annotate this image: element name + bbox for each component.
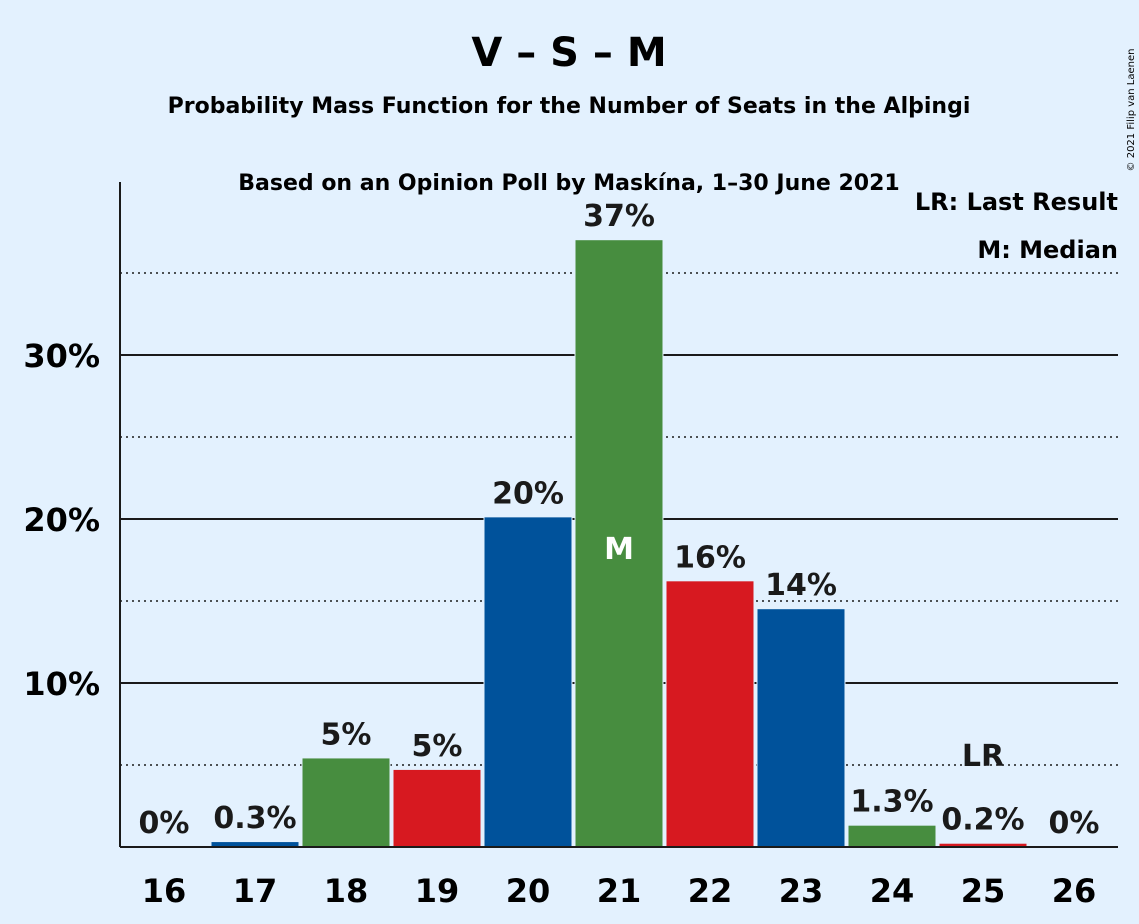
chart-subtitle-2: Based on an Opinion Poll by Maskína, 1–3… <box>238 171 899 196</box>
bar-18 <box>302 758 390 847</box>
x-tick-label: 23 <box>779 872 824 910</box>
y-tick-label: 30% <box>23 337 100 375</box>
bar-label-25: 0.2% <box>941 803 1024 838</box>
bar-23 <box>757 609 845 847</box>
bar-label-18: 5% <box>321 717 372 752</box>
y-tick-label: 20% <box>23 501 100 539</box>
x-axis: 16 17 18 19 20 21 22 23 24 25 26 <box>120 846 1118 910</box>
bars <box>210 238 1028 847</box>
last-result-marker: LR <box>962 739 1004 774</box>
legend-median: M: Median <box>977 236 1118 264</box>
x-tick-label: 24 <box>870 872 915 910</box>
bar-24 <box>848 825 936 847</box>
bar-labels: 0% 0.3% 5% 5% 20% 37% 16% 14% 1.3%0.2% 0% M LR <box>139 199 1100 841</box>
bar-17 <box>211 842 299 847</box>
bar-label-17: 0.3% <box>213 801 296 836</box>
x-tick-label: 21 <box>597 872 642 910</box>
bar-21 <box>575 240 663 847</box>
y-axis: 10% 20% 30% <box>23 182 121 847</box>
bar-20 <box>484 517 572 847</box>
bar-22 <box>666 581 754 847</box>
bar-19 <box>393 769 481 847</box>
credit: © 2021 Filip van Laenen <box>1126 49 1137 172</box>
bar-label-21: 37% <box>583 199 655 234</box>
x-tick-label: 22 <box>688 872 733 910</box>
bar-label-24: 1.3% <box>850 785 933 820</box>
bar-25 <box>939 843 1027 847</box>
legend-last-result: LR: Last Result <box>915 188 1118 216</box>
chart-title: V – S – M <box>471 30 666 76</box>
chart-subtitle-1: Probability Mass Function for the Number… <box>168 94 971 119</box>
bar-label-20: 20% <box>492 476 564 511</box>
x-tick-label: 19 <box>415 872 460 910</box>
x-tick-label: 20 <box>506 872 551 910</box>
x-tick-label: 26 <box>1052 872 1097 910</box>
x-tick-label: 17 <box>233 872 278 910</box>
bar-label-16: 0% <box>139 806 190 841</box>
x-tick-label: 18 <box>324 872 369 910</box>
bar-label-26: 0% <box>1049 806 1100 841</box>
x-tick-label: 25 <box>961 872 1006 910</box>
x-tick-label: 16 <box>142 872 187 910</box>
bar-label-22: 16% <box>674 540 746 575</box>
bar-label-19: 5% <box>412 729 463 764</box>
y-tick-label: 10% <box>23 665 100 703</box>
bar-label-23: 14% <box>765 568 837 603</box>
median-marker: M <box>604 532 634 567</box>
